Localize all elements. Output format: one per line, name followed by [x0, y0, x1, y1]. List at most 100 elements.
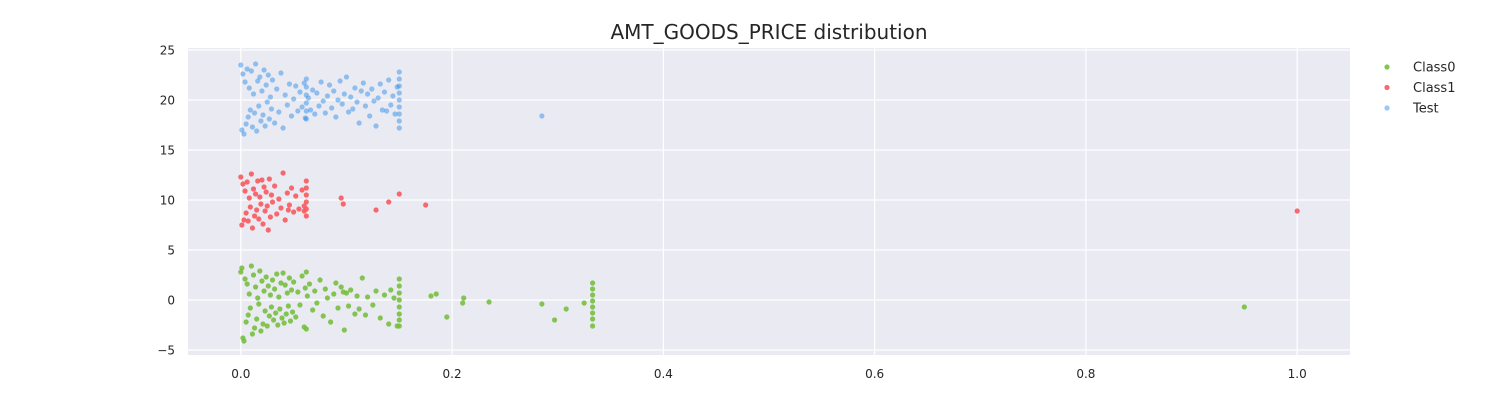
data-point — [241, 217, 247, 223]
data-point — [254, 207, 260, 213]
data-point — [266, 176, 272, 182]
data-point — [257, 74, 263, 80]
data-point — [316, 103, 322, 109]
data-point — [317, 277, 323, 283]
data-point — [249, 225, 256, 231]
data-point — [390, 93, 396, 99]
data-point — [260, 221, 266, 227]
data-point — [258, 201, 264, 207]
legend-item-class1: Class1 — [1384, 81, 1455, 96]
data-point — [282, 282, 288, 288]
data-point — [272, 120, 278, 126]
y-tick-label: 5 — [167, 244, 175, 258]
data-point — [262, 208, 268, 214]
data-point — [291, 96, 297, 102]
data-point — [388, 102, 394, 108]
data-point — [388, 287, 394, 293]
data-point — [261, 184, 267, 190]
data-point — [263, 189, 269, 195]
data-point — [345, 303, 352, 309]
data-point — [303, 92, 309, 98]
data-point — [354, 293, 360, 299]
data-point — [275, 322, 281, 328]
data-point — [243, 319, 249, 325]
data-point — [288, 113, 295, 119]
data-point — [303, 213, 309, 219]
data-point — [260, 321, 266, 327]
data-point — [280, 125, 286, 131]
data-point — [364, 91, 371, 97]
x-tick-label: 1.0 — [1288, 367, 1307, 381]
data-point — [279, 315, 285, 321]
data-point — [261, 288, 267, 294]
data-point — [250, 272, 257, 278]
data-point — [241, 338, 247, 344]
data-point — [396, 125, 402, 131]
data-point — [239, 127, 245, 133]
grid-lines — [188, 48, 1350, 355]
data-point — [341, 327, 347, 333]
data-point — [563, 306, 569, 312]
data-point — [1241, 304, 1247, 310]
data-point — [383, 108, 390, 114]
data-point — [396, 276, 402, 282]
x-tick-label: 0.2 — [443, 367, 462, 381]
data-point — [396, 311, 402, 317]
data-point — [242, 276, 248, 282]
data-point — [310, 307, 316, 313]
data-point — [381, 292, 388, 298]
data-point — [253, 191, 259, 197]
data-point — [244, 66, 250, 72]
data-point — [370, 302, 376, 308]
data-point — [433, 291, 439, 297]
data-point — [324, 295, 331, 301]
series-test — [238, 61, 545, 137]
data-point — [239, 222, 245, 228]
data-point — [589, 310, 596, 316]
data-point — [396, 304, 402, 310]
data-point — [331, 88, 337, 94]
data-point — [377, 315, 383, 321]
data-point — [272, 183, 278, 189]
data-point — [260, 112, 266, 118]
data-point — [329, 105, 335, 111]
data-point — [396, 104, 402, 110]
data-point — [333, 114, 339, 120]
data-point — [242, 79, 248, 85]
data-point — [428, 293, 434, 299]
data-point — [248, 263, 254, 269]
legend-marker — [1384, 105, 1390, 111]
data-point — [303, 199, 309, 205]
legend-item-class0: Class0 — [1384, 61, 1455, 76]
y-tick-label: −5 — [157, 344, 175, 358]
data-point — [358, 88, 364, 94]
data-point — [352, 311, 358, 317]
data-point — [338, 195, 344, 201]
data-point — [254, 316, 260, 322]
data-point — [285, 207, 291, 213]
data-point — [264, 99, 270, 105]
data-point — [303, 84, 309, 90]
data-point — [326, 82, 333, 88]
legend-marker — [1384, 84, 1390, 91]
data-point — [373, 207, 379, 213]
data-point — [243, 121, 249, 127]
data-point — [263, 274, 269, 280]
data-point — [263, 82, 269, 88]
data-point — [386, 199, 392, 205]
data-point — [333, 280, 339, 286]
data-point — [266, 116, 272, 122]
data-point — [375, 95, 381, 101]
data-point — [258, 118, 264, 124]
data-point — [589, 298, 596, 304]
data-point — [242, 188, 248, 194]
data-point — [381, 89, 388, 95]
data-point — [364, 294, 371, 300]
data-point — [539, 301, 545, 307]
data-point — [303, 108, 309, 114]
data-point — [328, 319, 334, 325]
data-point — [305, 95, 312, 101]
data-point — [276, 294, 282, 300]
data-point — [303, 76, 309, 82]
data-point — [299, 187, 305, 193]
